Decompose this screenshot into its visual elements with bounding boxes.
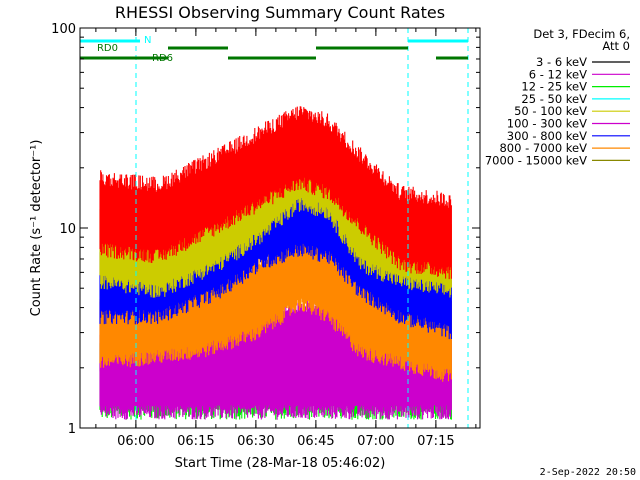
x-tick-label: 06:30 <box>237 434 274 449</box>
date-stamp: 2-Sep-2022 20:50 <box>540 467 636 478</box>
legend-label: 12 - 25 keV <box>521 80 587 94</box>
x-tick-label: 06:15 <box>177 434 214 449</box>
y-tick-label: 1 <box>68 422 76 437</box>
series-trace <box>99 224 452 382</box>
x-axis: 06:00 06:15 06:30 06:45 07:00 07:15 <box>95 28 477 449</box>
legend-label: 3 - 6 keV <box>536 55 587 69</box>
x-tick-label: 07:15 <box>417 434 454 449</box>
legend-label: 25 - 50 keV <box>521 92 587 106</box>
bar-label-rd0: RD0 <box>97 43 118 54</box>
bar-label-n: N <box>144 35 151 46</box>
x-tick-label: 07:00 <box>357 434 394 449</box>
legend-label: 50 - 100 keV <box>514 104 587 118</box>
legend-label: 7000 - 15000 keV <box>485 153 587 167</box>
chart-title: RHESSI Observing Summary Count Rates <box>115 3 445 22</box>
legend-header-line2: Att 0 <box>602 39 630 53</box>
legend-label: 800 - 7000 keV <box>499 141 587 155</box>
x-axis-label: Start Time (28-Mar-18 05:46:02) <box>175 456 386 471</box>
legend-label: 6 - 12 keV <box>529 67 587 81</box>
bar-label-rd6: RD6 <box>152 53 173 64</box>
y-axis-label: Count Rate (s⁻¹ detector⁻¹) <box>29 140 44 317</box>
y-tick-label: 10 <box>59 222 76 237</box>
legend-label: 100 - 300 keV <box>507 117 587 131</box>
x-tick-label: 06:45 <box>297 434 334 449</box>
x-tick-label: 06:00 <box>117 434 154 449</box>
y-tick-label: 100 <box>51 22 76 37</box>
legend-header-line1: Det 3, FDecim 6, <box>533 27 630 41</box>
legend-label: 300 - 800 keV <box>507 129 587 143</box>
series-total <box>99 106 452 280</box>
series-trace <box>99 106 452 280</box>
series-800-7000-kev <box>99 224 452 382</box>
y-axis: 100 10 1 <box>51 22 480 437</box>
